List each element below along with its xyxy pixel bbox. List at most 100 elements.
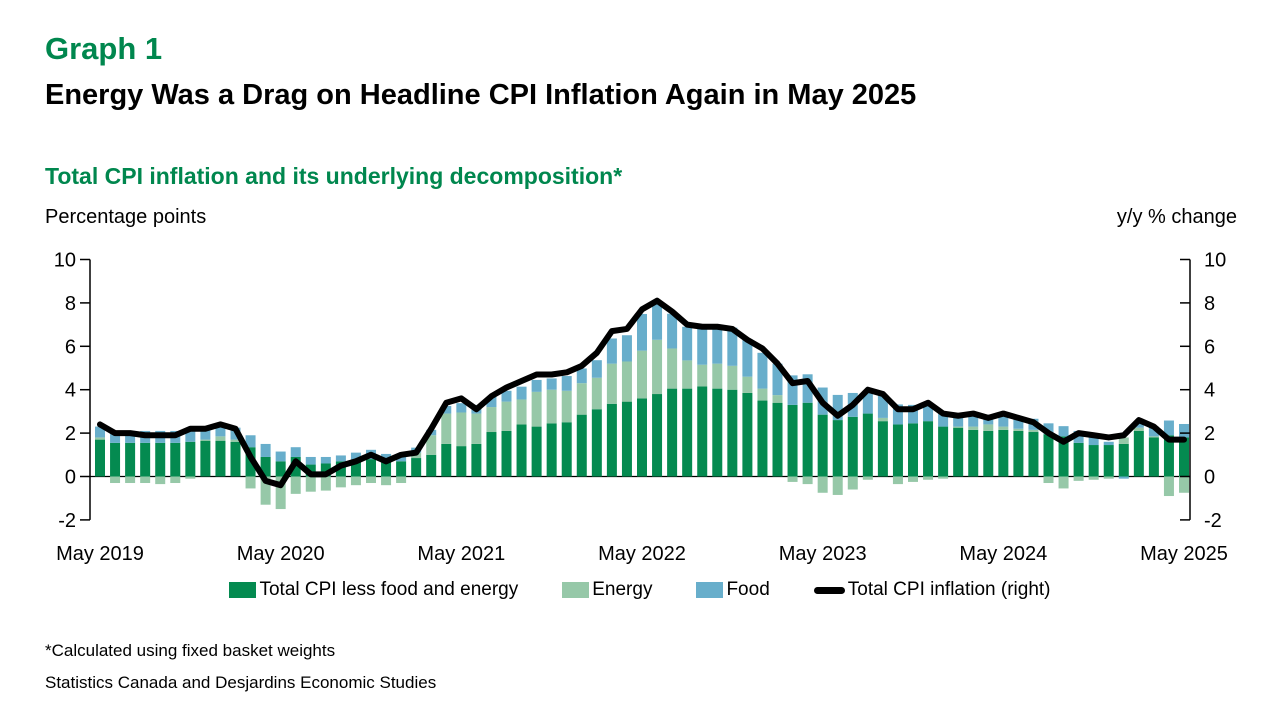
bar-segment	[576, 368, 587, 384]
bar-segment	[1013, 417, 1024, 429]
bar-segment	[772, 363, 783, 396]
bar-segment	[968, 426, 979, 430]
bar-segment	[426, 435, 437, 455]
bar-segment	[591, 409, 602, 477]
bar-segment	[1013, 428, 1024, 431]
bar-segment	[1073, 442, 1084, 477]
bar-segment	[757, 400, 768, 477]
bar-segment	[1118, 437, 1129, 444]
bar-segment	[230, 439, 241, 442]
bar-segment	[652, 302, 663, 340]
bar-segment	[1163, 435, 1174, 477]
footnote-source: Statistics Canada and Desjardins Economi…	[45, 673, 437, 692]
bar-segment	[1043, 423, 1054, 435]
bar-segment	[185, 476, 196, 479]
legend-item: Total CPI less food and energy	[229, 579, 518, 601]
right-axis-tick-label: 8	[1204, 293, 1215, 315]
bar-segment	[621, 401, 632, 477]
bar-segment	[682, 360, 693, 389]
bar-segment	[787, 404, 798, 477]
left-axis-tick-label: 0	[65, 467, 76, 489]
bar-segment	[953, 426, 964, 428]
left-axis-caption: Percentage points	[45, 206, 207, 228]
bar-segment	[817, 476, 828, 493]
chart-subtitle: Total CPI inflation and its underlying d…	[45, 163, 623, 189]
bar-segment	[1179, 423, 1189, 438]
bar-segment	[260, 456, 271, 477]
bar-segment	[923, 421, 934, 477]
bar-segment	[516, 424, 527, 477]
bar-segment	[802, 476, 813, 485]
right-axis-tick-label: 4	[1204, 380, 1215, 402]
bar-segment	[591, 377, 602, 410]
legend-line-marker	[813, 586, 845, 594]
bar-segment	[1118, 476, 1129, 479]
bar-segment	[1103, 441, 1114, 446]
left-axis-tick-label: 8	[65, 293, 76, 315]
bar-segment	[456, 446, 467, 477]
left-axis-tick-label: 10	[54, 250, 76, 272]
bar-segment	[923, 403, 934, 422]
legend-item: Food	[696, 579, 770, 601]
bar-segment	[200, 440, 211, 477]
bar-segment	[290, 476, 301, 494]
right-axis-caption: y/y % change	[1116, 206, 1237, 228]
bar-segment	[290, 447, 301, 457]
bar-segment	[877, 395, 888, 418]
bar-segment	[877, 421, 888, 477]
bar-segment	[938, 413, 949, 427]
legend-item: Energy	[562, 579, 652, 601]
bar-segment	[1133, 421, 1144, 428]
x-axis-tick-label: May 2025	[1140, 543, 1228, 565]
bar-segment	[230, 441, 241, 477]
bar-segment	[125, 476, 136, 484]
bar-segment	[350, 452, 361, 461]
bar-segment	[772, 402, 783, 477]
bar-segment	[95, 437, 105, 440]
bar-segment	[757, 388, 768, 401]
bar-segment	[1058, 426, 1069, 437]
bar-segment	[697, 324, 708, 365]
bar-segment	[486, 407, 497, 433]
bar-segment	[200, 439, 211, 441]
bar-segment	[170, 442, 181, 477]
bar-segment	[155, 442, 166, 477]
bar-segment	[1028, 432, 1039, 477]
bar-segment	[968, 415, 979, 427]
x-axis-tick-label: May 2022	[598, 543, 686, 565]
bar-segment	[652, 394, 663, 477]
bar-segment	[546, 389, 557, 424]
bar-segment	[366, 459, 376, 477]
bar-segment	[1133, 427, 1144, 431]
bar-segment	[877, 417, 888, 422]
bar-segment	[742, 339, 753, 377]
bar-segment	[1058, 436, 1069, 477]
bar-segment	[531, 379, 542, 392]
right-axis-tick-label: 6	[1204, 336, 1215, 358]
bar-segment	[1133, 430, 1144, 477]
bar-segment	[561, 376, 572, 391]
right-axis-tick-label: 10	[1204, 250, 1226, 272]
bar-segment	[621, 335, 632, 362]
bar-segment	[471, 413, 482, 444]
bar-segment	[1163, 476, 1174, 497]
bar-segment	[260, 476, 271, 505]
bar-segment	[350, 460, 361, 477]
bar-segment	[320, 476, 331, 491]
legend-label: Total CPI less food and energy	[259, 579, 519, 600]
bar-segment	[923, 476, 934, 480]
bar-segment	[727, 365, 738, 390]
bar-segment	[998, 426, 1009, 430]
bar-segment	[772, 395, 783, 403]
bar-segment	[1148, 437, 1159, 477]
bar-segment	[110, 442, 121, 477]
bar-segment	[908, 476, 918, 482]
bar-segment	[862, 476, 873, 480]
bar-segment	[637, 313, 647, 351]
bar-segment	[1073, 430, 1084, 443]
legend-label: Energy	[592, 579, 653, 600]
bar-segment	[170, 476, 181, 484]
page-title: Energy Was a Drag on Headline CPI Inflat…	[45, 79, 917, 111]
bar-segment	[561, 422, 572, 477]
